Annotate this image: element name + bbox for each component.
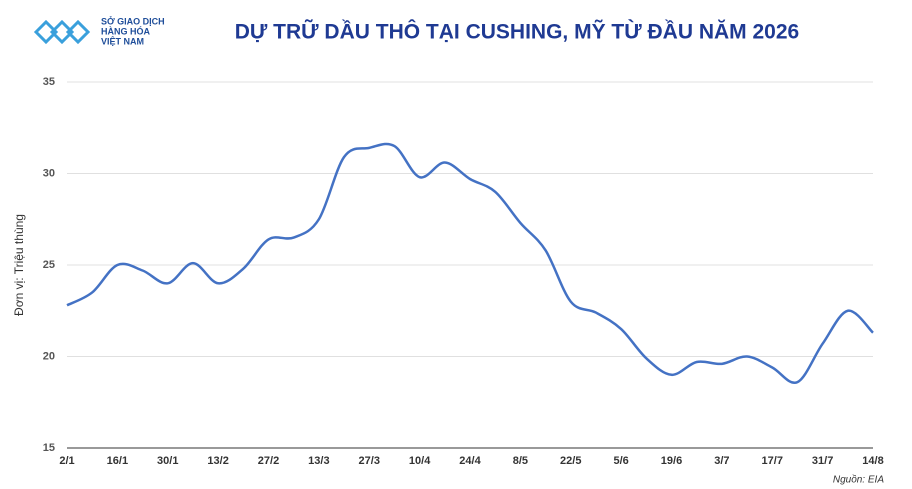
logo-text: HÀNG HÓA	[101, 25, 150, 36]
logo-icon	[65, 19, 91, 45]
x-tick-label: 27/2	[258, 455, 279, 467]
y-tick-label: 25	[43, 259, 55, 271]
x-tick-label: 14/8	[862, 455, 883, 467]
y-axis-label: Đơn vị: Triệu thùng	[12, 214, 26, 316]
x-tick-label: 5/6	[613, 455, 628, 467]
x-tick-label: 10/4	[409, 455, 431, 467]
x-tick-label: 17/7	[762, 455, 783, 467]
y-tick-label: 30	[43, 167, 55, 179]
y-tick-label: 35	[43, 76, 55, 88]
x-tick-label: 8/5	[513, 455, 528, 467]
data-line	[66, 142, 874, 385]
logo-text: SỞ GIAO DỊCH	[101, 15, 165, 26]
logo-text: VIỆT NAM	[101, 35, 144, 46]
chart-title: DỰ TRỮ DẦU THÔ TẠI CUSHING, MỸ TỪ ĐẦU NĂ…	[235, 20, 799, 44]
x-tick-label: 31/7	[812, 455, 833, 467]
x-tick-label: 22/5	[560, 455, 581, 467]
x-tick-label: 19/6	[661, 455, 682, 467]
x-tick-label: 27/3	[359, 455, 380, 467]
x-tick-label: 30/1	[157, 455, 178, 467]
y-tick-label: 15	[43, 442, 55, 454]
x-tick-label: 24/4	[459, 455, 481, 467]
logo-icon	[33, 19, 59, 45]
x-tick-label: 2/1	[59, 455, 74, 467]
x-tick-label: 3/7	[714, 455, 729, 467]
x-tick-label: 16/1	[107, 455, 128, 467]
y-tick-label: 20	[43, 350, 55, 362]
x-tick-label: 13/2	[207, 455, 228, 467]
logo: SỞ GIAO DỊCH HÀNG HÓA VIỆT NAM	[33, 15, 165, 46]
x-tick-label: 13/3	[308, 455, 329, 467]
source: Nguồn: EIA	[833, 474, 884, 486]
logo-icon	[49, 19, 75, 45]
